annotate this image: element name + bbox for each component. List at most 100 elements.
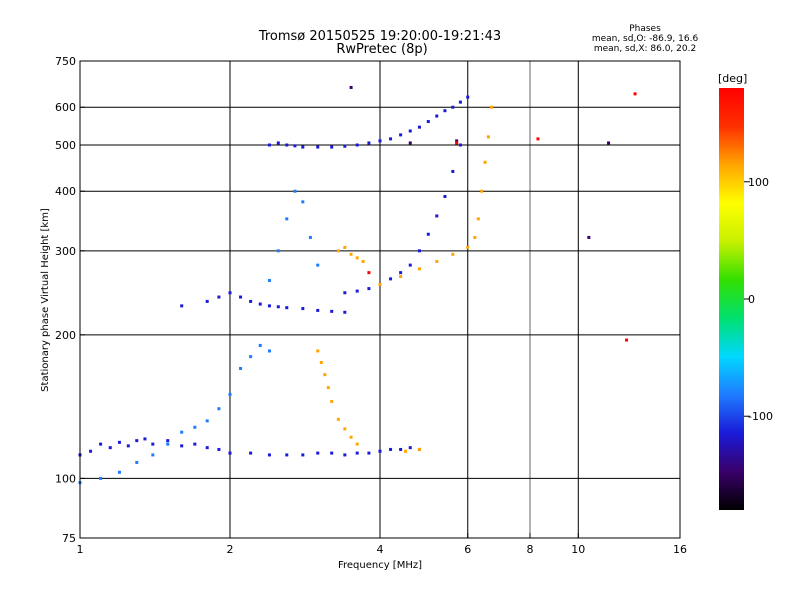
data-point [180,304,184,308]
data-point [426,120,430,124]
stats-heading: Phases [629,24,661,34]
x-tick-label: 2 [227,543,234,556]
data-point [343,310,347,314]
colorbar-tick-label: -100 [748,410,773,423]
y-tick-label: 75 [62,532,76,545]
data-point [451,169,455,173]
data-point [276,141,280,145]
data-point [330,309,334,313]
data-point [408,141,412,145]
data-point [316,263,320,267]
data-point [301,200,305,204]
data-point [285,453,289,457]
data-point [378,449,382,453]
data-point [217,447,221,451]
data-point [330,145,334,149]
x-tick-label: 10 [571,543,585,556]
data-point [323,373,327,377]
data-point [249,299,253,303]
data-point [267,349,271,353]
data-point [193,442,197,446]
data-point [228,451,232,455]
data-point [399,447,403,451]
axis-ticks: 1 2 4 6 8 10 16 75 100 200 300 400 500 600 750 [55,55,687,556]
data-point [267,143,271,147]
data-point [443,194,447,198]
y-tick-label: 300 [55,245,76,258]
data-point [285,217,289,221]
data-point [249,451,253,455]
data-point [267,304,271,308]
data-point [126,444,130,448]
data-point [399,275,403,279]
data-point [239,295,243,299]
data-point [378,282,382,286]
data-point [336,417,340,421]
x-axis-label: Frequency [MHz] [338,560,422,571]
data-point [319,360,323,364]
data-point [330,399,334,403]
data-point [301,307,305,311]
data-point [349,435,353,439]
data-point [443,109,447,113]
x-tick-label: 1 [77,543,84,556]
data-point [117,470,121,474]
data-point [99,442,103,446]
data-point [486,135,490,139]
data-point [367,271,371,275]
data-point [355,143,359,147]
data-point [276,305,280,309]
data-point [143,437,147,441]
data-point [399,271,403,275]
data-point [349,252,353,256]
data-point [408,129,412,133]
data-point [267,453,271,457]
colorbar-label: [deg] [718,72,747,85]
y-tick-label: 500 [55,139,76,152]
data-point [135,460,139,464]
x-tick-label: 16 [673,543,687,556]
data-point [151,453,155,457]
data-point [239,366,243,370]
data-point [217,295,221,299]
data-point [367,451,371,455]
data-point [587,235,591,239]
data-point [403,449,407,453]
y-tick-label: 400 [55,185,76,198]
data-point [455,139,459,143]
data-point [293,189,297,193]
data-point [285,306,289,310]
data-point [417,267,421,271]
data-point [89,449,93,453]
y-tick-label: 100 [55,472,76,485]
data-point [417,249,421,253]
data-point [180,444,184,448]
data-point [633,92,637,96]
data-point [301,453,305,457]
data-point [417,125,421,129]
data-point [343,245,347,249]
data-point [389,447,393,451]
data-point [316,145,320,149]
data-point [367,287,371,291]
grid-lines [80,61,680,538]
data-point [435,214,439,218]
data-point [355,289,359,293]
data-point [476,217,480,221]
data-point [330,451,334,455]
chart-subtitle: RwPretec (8p) [336,42,427,57]
data-point [293,144,297,148]
data-point [205,299,209,303]
data-point [466,245,470,249]
x-tick-label: 4 [377,543,384,556]
data-point [343,427,347,431]
data-point [205,419,209,423]
data-point [355,256,359,260]
data-point [389,277,393,281]
data-point [455,141,459,145]
colorbar-ticks: 100 0 -100 [744,176,773,423]
data-point [408,263,412,267]
data-point [408,446,412,450]
y-tick-label: 200 [55,329,76,342]
data-point [536,137,540,141]
